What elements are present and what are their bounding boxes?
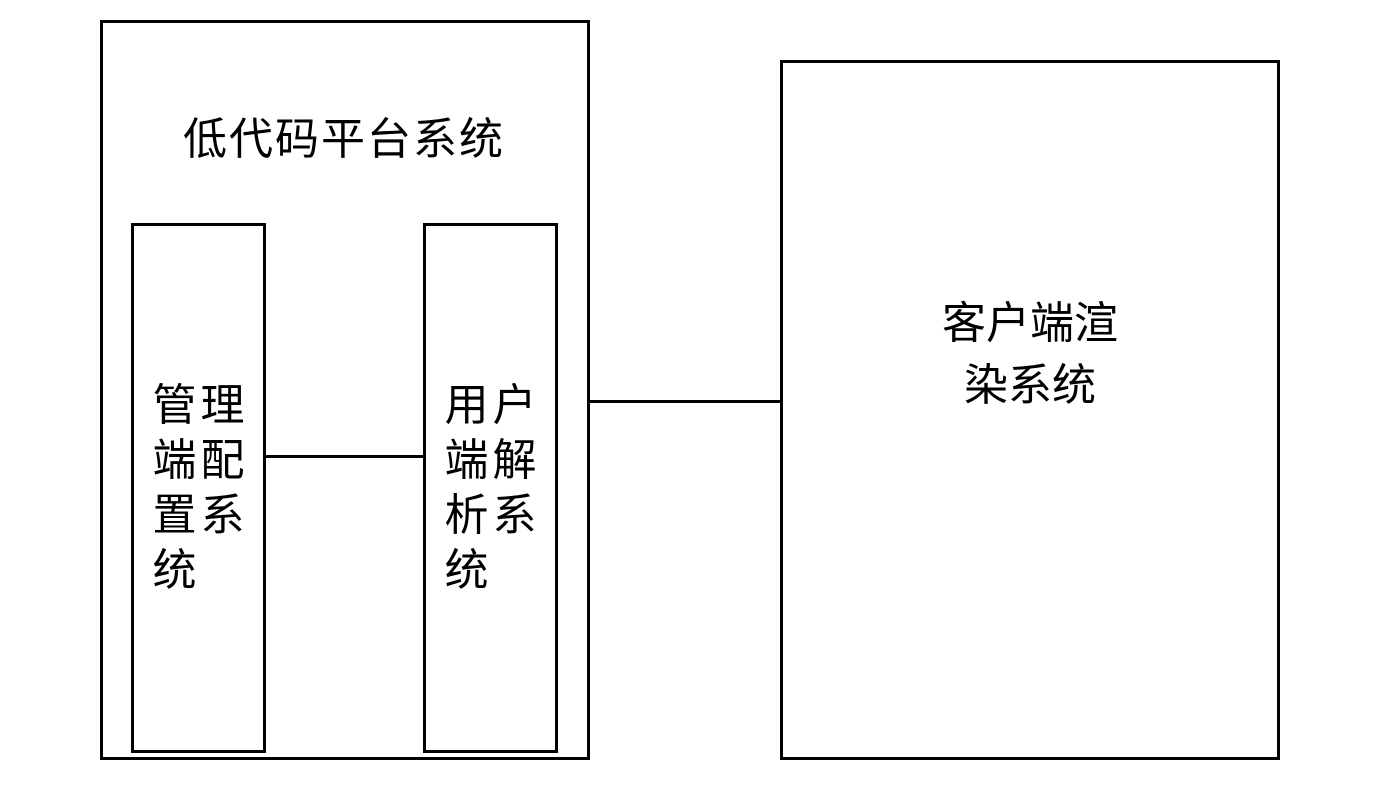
management-config-label: 管端置统 理配系 xyxy=(134,378,263,598)
platform-system-box: 低代码平台系统 管端置统 理配系 用端析统 xyxy=(100,20,590,760)
management-config-system-box: 管端置统 理配系 xyxy=(131,223,266,753)
user-parser-label: 用端析统 户解系 xyxy=(426,378,555,598)
client-render-system-box: 客户端渲 染系统 xyxy=(780,60,1280,760)
user-parser-system-box: 用端析统 户解系 xyxy=(423,223,558,753)
connector-platform-client xyxy=(590,400,780,403)
connector-management-parser xyxy=(266,455,423,458)
client-render-label: 客户端渲 染系统 xyxy=(783,293,1277,416)
platform-title: 低代码平台系统 xyxy=(183,103,505,167)
system-architecture-diagram: 低代码平台系统 管端置统 理配系 用端析统 xyxy=(100,20,1300,770)
